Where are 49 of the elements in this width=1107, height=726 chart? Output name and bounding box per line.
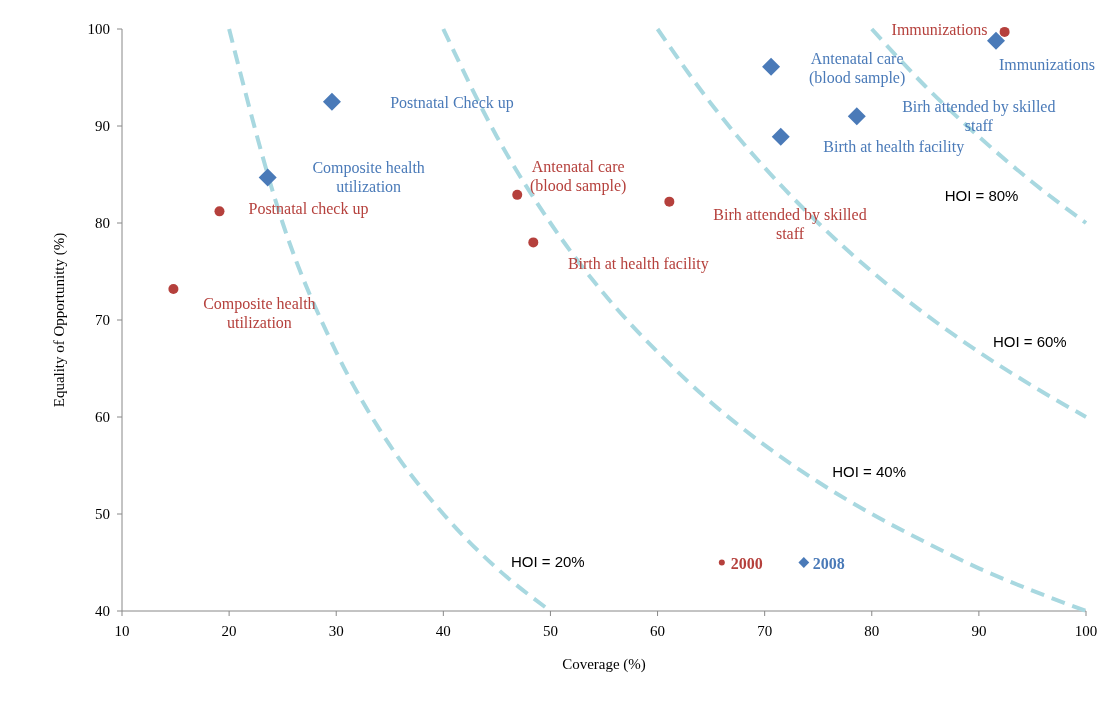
series-label: HOI = 80% xyxy=(944,187,1019,205)
annotation: Birh attended by skilled staff xyxy=(902,98,1056,135)
x-tick-label: 50 xyxy=(542,623,558,639)
annotation: Birh attended by skilled staff xyxy=(713,206,867,242)
point xyxy=(999,26,1010,37)
x-tick-label: 90 xyxy=(971,623,987,639)
y-tick-label: 40 xyxy=(95,603,110,619)
x-tick-label: 40 xyxy=(435,623,451,639)
y-tick-label: 60 xyxy=(95,409,110,425)
point xyxy=(512,189,523,200)
point xyxy=(322,92,341,111)
series-label: HOI = 20% xyxy=(510,553,585,571)
legend-label: 2008 xyxy=(812,554,845,572)
y-tick-label: 90 xyxy=(95,118,110,134)
series-label: HOI = 60% xyxy=(992,333,1067,351)
point xyxy=(847,107,866,126)
y-tick-label: 80 xyxy=(95,215,110,231)
point xyxy=(528,237,539,248)
annotation: Composite health utilization xyxy=(203,294,316,331)
y-tick-label: 50 xyxy=(95,506,110,522)
point xyxy=(664,196,675,207)
point xyxy=(214,206,225,217)
annotation: Postnatal check up xyxy=(248,200,369,219)
x-tick-label: 100 xyxy=(1074,623,1098,639)
annotation: Antenatal care (blood sample) xyxy=(808,49,906,87)
annotation: Birth at health facility xyxy=(823,137,965,156)
annotation: Postnatal Check up xyxy=(390,94,514,112)
x-tick-label: 70 xyxy=(757,623,773,639)
point xyxy=(771,127,790,146)
annotation: Composite health utilization xyxy=(312,159,425,196)
x-tick-label: 30 xyxy=(328,623,344,639)
series-label: HOI = 40% xyxy=(832,462,907,480)
x-tick-label: 10 xyxy=(114,623,130,639)
legend-label: 2000 xyxy=(730,554,763,572)
point xyxy=(258,168,277,187)
annotation: Birth at health facility xyxy=(567,255,709,274)
x-axis-title: Coverage (%) xyxy=(562,656,646,673)
point xyxy=(987,31,1006,50)
annotation: Immunizations xyxy=(999,55,1096,73)
point xyxy=(168,283,179,294)
annotation: Antenatal care (blood sample) xyxy=(530,157,627,195)
y-tick-label: 70 xyxy=(95,312,110,328)
x-tick-label: 20 xyxy=(221,623,237,639)
x-tick-label: 80 xyxy=(864,623,880,639)
annotation: Immunizations xyxy=(891,20,988,38)
point xyxy=(762,57,781,76)
y-tick-label: 100 xyxy=(87,21,110,37)
x-tick-label: 60 xyxy=(650,623,666,639)
y-axis-title: Equality of Opportunitty (%) xyxy=(51,232,68,408)
